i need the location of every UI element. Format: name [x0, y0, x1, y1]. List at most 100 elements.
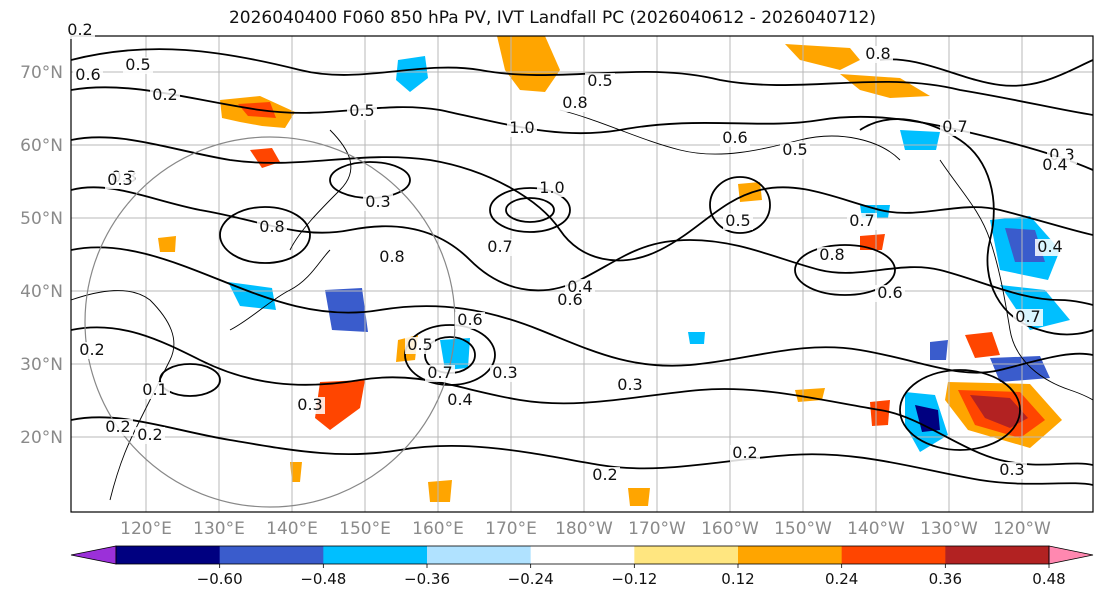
- contour-label: 0.2: [105, 417, 130, 436]
- colorbar-segment: [738, 546, 843, 564]
- longitude-label: 140°E: [266, 519, 318, 539]
- colorbar-segment: [323, 546, 428, 564]
- ivt-negative-region: [228, 282, 276, 310]
- contour-label: 0.3: [617, 375, 642, 394]
- contour-label-bg: [780, 142, 810, 159]
- longitude-label: 130°W: [920, 519, 978, 539]
- contour-label-bg: [295, 397, 325, 414]
- longitude-label: 170°W: [628, 519, 686, 539]
- contour-label-bg: [485, 239, 515, 256]
- longitude-label: 120°W: [993, 519, 1051, 539]
- ivt-negative-region: [1000, 285, 1070, 330]
- latitude-label: 60°N: [20, 136, 63, 156]
- coastline-asia: [71, 290, 175, 501]
- contour-label: 0.7: [487, 237, 512, 256]
- longitude-label: 130°E: [193, 519, 245, 539]
- contour-label: 0.5: [782, 140, 807, 159]
- pv-contour: [71, 416, 1093, 486]
- ivt-positive-region: [785, 44, 860, 70]
- colorbar-tick-label: −0.24: [508, 570, 554, 588]
- ivt-positive-region: [290, 462, 302, 482]
- contour-label: 0.6: [877, 283, 902, 302]
- contour-label-bg: [135, 427, 165, 444]
- contour-label: 0.3: [999, 460, 1024, 479]
- ivt-positive-region: [870, 400, 890, 426]
- longitude-label: 160°W: [701, 519, 759, 539]
- contour-label: 0.5: [725, 211, 750, 230]
- contour-label-bg: [875, 285, 905, 302]
- colorbar: −0.60 −0.48 −0.36 −0.24 −0.12 0.12 0.24 0.36 0.4…: [70, 545, 1094, 588]
- ivt-negative-region: [396, 56, 428, 92]
- ivt-positive-region: [738, 182, 762, 202]
- contour-label: 0.3: [297, 395, 322, 414]
- contour-label: 0.5: [125, 55, 150, 74]
- contour-label: 0.8: [259, 217, 284, 236]
- contour-label-bg: [425, 365, 455, 382]
- contour-label-bg: [615, 377, 645, 394]
- contour-label: 0.4: [1037, 237, 1062, 256]
- colorbar-tick-label: −0.60: [197, 570, 243, 588]
- contour-label: 0.6: [457, 310, 482, 329]
- pv-contour: [71, 246, 1093, 374]
- coastline-kamchatka: [289, 129, 352, 251]
- contour-label: 0.7: [942, 117, 967, 136]
- contour-label-bg: [65, 22, 95, 39]
- colorbar-extend-low: [70, 545, 117, 565]
- contour-label: 0.2: [79, 340, 104, 359]
- colorbar-segment: [841, 546, 946, 564]
- coastline-japan: [229, 249, 331, 331]
- contour-label-bg: [730, 445, 760, 462]
- longitude-label: 180°W: [555, 519, 613, 539]
- map-frame: [70, 35, 1094, 513]
- pv-contour: [71, 136, 1093, 262]
- contour-label: 0.6: [557, 290, 582, 309]
- contour-label-bg: [490, 365, 520, 382]
- contour-label-bg: [817, 247, 847, 264]
- ivt-negative-region: [440, 338, 470, 370]
- ivt-negative-region: [990, 356, 1050, 382]
- contour-label-bg: [140, 382, 170, 399]
- ivt-positive-region: [840, 74, 930, 98]
- contour-label-bg: [77, 342, 107, 359]
- contour-label: 0.2: [137, 425, 162, 444]
- pv-contours: [71, 48, 1093, 486]
- contour-label: 0.3: [107, 170, 132, 189]
- colorbar-segment: [116, 546, 221, 564]
- ivt-positive-region: [497, 36, 560, 92]
- colorbar-extend-high: [1048, 545, 1094, 565]
- pv-contour: [505, 197, 555, 223]
- contour-label: 0.2: [152, 85, 177, 104]
- contour-label-bg: [1013, 309, 1043, 326]
- contour-label: 0.2: [592, 465, 617, 484]
- contour-label-bg: [560, 95, 590, 112]
- contour-label-bg: [1035, 239, 1065, 256]
- contour-label-bg: [847, 213, 877, 230]
- contour-label: 0.6: [75, 65, 100, 84]
- pv-contour: [71, 326, 1093, 466]
- coastline-alaska: [559, 109, 901, 161]
- contour-label: 0.5: [349, 101, 374, 120]
- ivt-positive-region: [860, 234, 885, 250]
- map-panel[interactable]: [70, 35, 1094, 513]
- colorbar-tick-label: −0.36: [404, 570, 450, 588]
- contour-label-bg: [363, 194, 393, 211]
- contour-label: 0.3: [365, 192, 390, 211]
- colorbar-tick-label: 0.12: [721, 570, 754, 588]
- latitude-labels: 70°N 60°N 50°N 40°N 30°N 20°N: [20, 63, 63, 448]
- latitude-label: 20°N: [20, 428, 63, 448]
- colorbar-segment: [427, 546, 532, 564]
- colorbar-tick-label: 0.48: [1032, 570, 1065, 588]
- contour-label: 0.2: [732, 443, 757, 462]
- contour-label-bg: [103, 419, 133, 436]
- colorbar-frame: [115, 545, 1050, 565]
- contour-label-bg: [720, 130, 750, 147]
- pv-contour: [709, 176, 771, 234]
- pv-contour: [899, 369, 1021, 451]
- contour-label: 0.8: [819, 245, 844, 264]
- colorbar-segment: [219, 546, 324, 564]
- ivt-negative-region: [325, 288, 368, 332]
- contour-label: 0.4: [447, 390, 472, 409]
- contour-label: 0.5: [407, 335, 432, 354]
- ivt-negative-region: [915, 405, 940, 432]
- contour-label: 0.3: [492, 363, 517, 382]
